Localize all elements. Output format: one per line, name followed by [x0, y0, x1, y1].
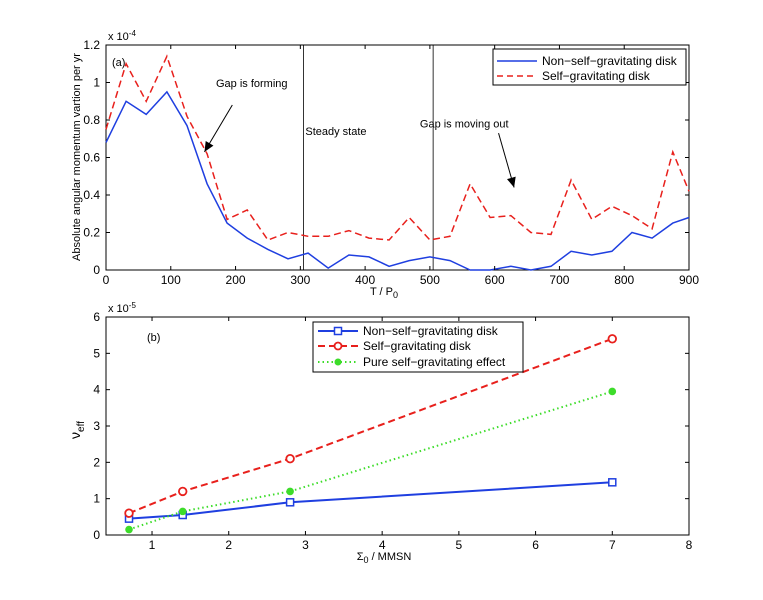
- point-b-2-1: [178, 507, 187, 516]
- y-tick-label-a: 0: [93, 263, 100, 277]
- legend-b-label-nonsg: Non−self−gravitating disk: [363, 324, 499, 338]
- y-tick-label-b: 1: [93, 492, 100, 506]
- annotation-a-1: Steady state: [305, 126, 366, 138]
- x-tick-label-b: 5: [456, 538, 463, 552]
- point-b-1-1: [178, 486, 188, 497]
- annotation-a-2: Gap is moving out: [420, 119, 509, 131]
- legend-a-label-sg: Self−gravitating disk: [542, 69, 651, 83]
- panel-b-exponent: x 10-5: [108, 301, 136, 315]
- panel-a-series: [105, 54, 690, 271]
- x-tick-label-a: 600: [485, 273, 505, 287]
- y-tick-label-a: 0.4: [83, 188, 100, 202]
- x-tick-label-a: 500: [420, 273, 440, 287]
- series-line-b-2: [128, 390, 613, 531]
- y-tick-label-a: 1.2: [83, 38, 100, 52]
- x-tick-label-b: 4: [379, 538, 386, 552]
- panel-b-ticks: 1 2 3 4 5 6 7 8 0 1 2 3 4 5 6: [93, 310, 692, 552]
- point-b-0-3: [608, 478, 617, 487]
- x-tick-label-b: 7: [609, 538, 616, 552]
- panel-b-series: [124, 334, 617, 534]
- y-tick-label-b: 5: [93, 346, 100, 360]
- x-tick-label-b: 8: [686, 538, 693, 552]
- arrow-head-0: [204, 140, 214, 152]
- legend-b-label-sg: Self−gravitating disk: [363, 339, 472, 353]
- x-tick-label-a: 700: [549, 273, 569, 287]
- x-tick-label-a: 200: [226, 273, 246, 287]
- x-tick-label-a: 0: [103, 273, 110, 287]
- x-tick-label-a: 900: [679, 273, 699, 287]
- panel-a-legend-box: [492, 48, 687, 86]
- panel-a-xlabel: T / P0: [370, 286, 398, 300]
- panel-a-exponent: x 10-4: [108, 29, 136, 43]
- arrow-head-1: [507, 176, 516, 188]
- y-tick-label-b: 0: [93, 528, 100, 542]
- point-b-2-0: [125, 525, 133, 534]
- x-tick-label-b: 1: [149, 538, 156, 552]
- panel-a-ticks: 0 100 200 300 400 500 600 700 800 900 0 0.2 0.4 0.6 0.…: [83, 38, 699, 287]
- panel-b-label: (b): [147, 332, 160, 344]
- legend-b-marker-nonsg: [333, 326, 343, 336]
- panel-a-divider-lines: [303, 45, 434, 270]
- y-tick-label-b: 4: [93, 383, 100, 397]
- x-tick-label-a: 400: [355, 273, 375, 287]
- point-b-2-2: [286, 487, 294, 496]
- point-b-1-2: [285, 454, 295, 464]
- point-b-1-0: [124, 508, 134, 518]
- legend-b-label-pure: Pure self−gravitating effect: [363, 355, 506, 369]
- series-line-a-1: [105, 54, 690, 241]
- panel-a: 0 100 200 300 400 500 600 700 800 900 0 0.2 0.4 0.6 0.…: [71, 29, 699, 300]
- series-line-b-1: [128, 337, 613, 515]
- x-tick-label-b: 6: [532, 538, 539, 552]
- point-b-0-2: [285, 498, 295, 507]
- panel-a-ylabel: Absolute angular momentum vartion per yr: [71, 53, 83, 261]
- panel-a-legend: Non−self−gravitating disk Self−gravitati…: [492, 48, 687, 86]
- annotation-a-0: Gap is forming: [216, 78, 288, 90]
- x-tick-label-a: 300: [290, 273, 310, 287]
- x-tick-label-b: 2: [225, 538, 232, 552]
- panel-a-arrows: [204, 104, 516, 188]
- y-tick-label-b: 6: [93, 310, 100, 324]
- panel-b-legend: Non−self−gravitating disk Self−gravitati…: [312, 321, 524, 373]
- y-tick-label-a: 0.8: [83, 113, 100, 127]
- panel-b-xlabel: Σ0 / MMSN: [357, 551, 412, 565]
- legend-b-marker-pure: [334, 358, 342, 366]
- legend-a-label-nonsg: Non−self−gravitating disk: [542, 54, 678, 68]
- panel-a-annotations: Gap is forming Steady state Gap is moving …: [216, 78, 509, 138]
- series-line-a-0: [105, 90, 690, 271]
- point-b-1-3: [607, 334, 617, 344]
- panel-a-label: (a): [112, 57, 125, 69]
- point-b-2-3: [608, 387, 617, 396]
- panel-b-ylabel: νeff: [67, 421, 87, 439]
- legend-b-marker-sg: [333, 341, 343, 351]
- x-tick-label-a: 800: [614, 273, 634, 287]
- y-tick-label-a: 1: [93, 76, 100, 90]
- y-tick-label-a: 0.6: [83, 151, 100, 165]
- x-tick-label-a: 100: [161, 273, 181, 287]
- series-line-b-0: [128, 481, 613, 520]
- y-tick-label-a: 0.2: [83, 226, 100, 240]
- y-tick-label-b: 3: [93, 419, 100, 433]
- x-tick-label-b: 3: [302, 538, 309, 552]
- y-tick-label-b: 2: [93, 455, 100, 469]
- panel-b: 1 2 3 4 5 6 7 8 0 1 2 3 4 5 6 (b) x 10-5 Σ0 / MMSN νef…: [67, 301, 693, 565]
